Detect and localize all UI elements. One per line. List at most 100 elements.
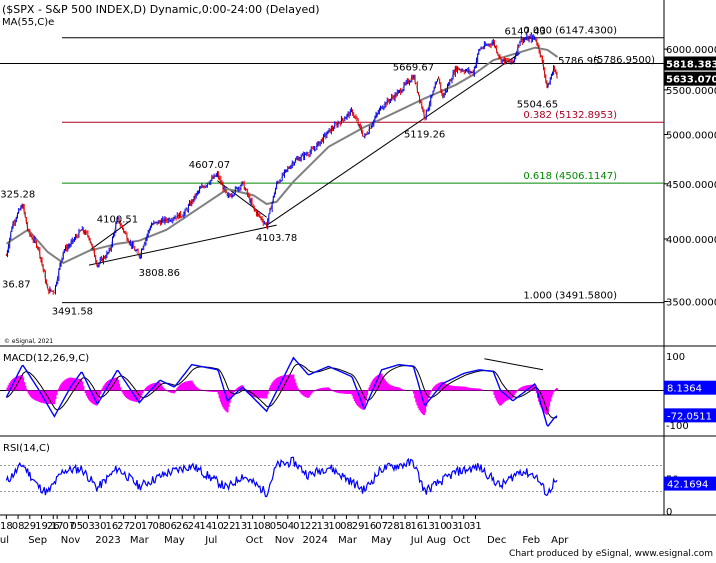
y-tick-label: 3500.0000 [666, 297, 716, 308]
x-month-label: Apr [551, 535, 569, 546]
price-annotations: 4325.28 3491.58 4100.51 3808.86 4607.07 4103.… [0, 27, 600, 318]
x-tick-label: 10 [211, 521, 224, 532]
ma-label: MA(55,C)e [2, 17, 54, 28]
rsi-value-label: 42.1694 [667, 480, 708, 491]
x-tick-label: 03 [82, 521, 95, 532]
price-annotation-label: 3808.86 [139, 268, 180, 279]
macd-line [5, 356, 558, 428]
x-tick-label: 27 [117, 521, 130, 532]
x-month-label: May [371, 535, 392, 546]
macd-divergence-line [484, 358, 544, 371]
fib-level-label: 0.618 (4506.1147) [523, 171, 617, 182]
x-tick-label: 16 [410, 521, 423, 532]
fib-levels: 0.000 (6147.4300) 0.382 (5132.8953) 0.618 … [0, 26, 664, 304]
x-tick-label: 14 [199, 521, 212, 532]
x-month-label: Oct [453, 535, 470, 546]
copyright-text: © eSignal, 2021 [4, 338, 53, 345]
price-series [5, 33, 558, 295]
x-tick-label: 07 [63, 521, 76, 532]
x-month-label: 2023 [95, 535, 120, 546]
x-tick-label: 26 [176, 521, 189, 532]
fib-level-label: 1.000 (3491.5800) [523, 291, 617, 302]
price-annotation-label: 5504.65 [517, 99, 558, 110]
x-month-label: Oct [246, 535, 263, 546]
x-tick-label: 24 [188, 521, 201, 532]
x-tick-label: 10 [457, 521, 470, 532]
trendline [266, 52, 521, 226]
price-annotation-label: 4607.07 [189, 160, 230, 171]
price-annotation-label: 36.87 [2, 280, 31, 291]
x-tick-label: 29 [23, 521, 36, 532]
value-box-label: 5633.0700 [666, 75, 716, 86]
x-month-label: Sep [28, 535, 47, 546]
macd-value-label: -72.0511 [667, 411, 712, 422]
x-tick-label: 13 [317, 521, 330, 532]
macd-series: 100 -100 8.1364 -72.0511 [0, 352, 716, 432]
y-tick-label: 6000.0000 [666, 45, 716, 56]
y-tick-label: 4000.0000 [666, 235, 716, 246]
x-tick-label: 28 [387, 521, 400, 532]
rsi-series: 50042.1694 [0, 456, 716, 518]
x-tick-label: 03 [446, 521, 459, 532]
x-tick-label: 19 [35, 521, 48, 532]
x-tick-label: 31 [469, 521, 482, 532]
y-tick-label: 5000.0000 [666, 130, 716, 141]
x-tick-label: 22 [223, 521, 236, 532]
x-tick-label: 05 [70, 521, 83, 532]
macd-tick-label: 100 [666, 352, 685, 363]
fib-level-label: 0.382 (5132.8953) [523, 110, 617, 121]
x-tick-label: 08 [12, 521, 25, 532]
x-month-label: 2024 [302, 535, 327, 546]
x-tick-label: 13 [422, 521, 435, 532]
price-annotation-label: 4100.51 [97, 214, 138, 225]
price-annotation-label: 4103.78 [256, 233, 297, 244]
x-month-label: Jul [204, 535, 217, 546]
x-tick-label: 22 [305, 521, 318, 532]
x-tick-label: 30 [94, 521, 107, 532]
fib-level-label: 0.000 (6147.4300) [523, 26, 617, 37]
x-tick-label: 06 [164, 521, 177, 532]
x-tick-label: 01 [293, 521, 306, 532]
x-tick-label: 29 [352, 521, 365, 532]
macd-tick-label: -100 [666, 421, 689, 432]
x-month-label: Nov [61, 535, 81, 546]
x-tick-label: 16 [364, 521, 377, 532]
x-tick-label: 08 [340, 521, 353, 532]
x-month-label: Jul [0, 535, 9, 546]
footer-credit: Chart produced by eSignal, www.esignal.c… [509, 549, 713, 559]
x-tick-label: 20 [129, 521, 142, 532]
rsi-line [5, 456, 558, 498]
value-box-bg [664, 56, 716, 71]
rsi-title: RSI(14,C) [3, 443, 50, 454]
price-annotation-label: 5119.26 [404, 129, 445, 140]
ma-series [5, 46, 559, 265]
x-tick-label: 16 [106, 521, 119, 532]
x-tick-label: 05 [270, 521, 283, 532]
price-annotation-label: 3491.58 [52, 307, 93, 318]
x-tick-label: 11 [246, 521, 259, 532]
x-tick-label: 17 [51, 521, 64, 532]
x-tick-label: 26 [47, 521, 60, 532]
y-tick-label: 5500.0000 [666, 86, 716, 97]
x-tick-label: 08 [258, 521, 271, 532]
macd-value-box [664, 408, 716, 423]
x-month-label: Mar [338, 535, 358, 546]
value-boxes: (5786.9500) 5818.3831 5633.0700 [593, 55, 716, 86]
x-month-label: Aug [427, 535, 447, 546]
macd-value-label: 8.1364 [667, 384, 702, 395]
y-tick-label: 4500.0000 [666, 180, 716, 191]
x-month-label: Feb [522, 535, 540, 546]
x-tick-label: 07 [375, 521, 388, 532]
macd-signal-line [6, 363, 558, 419]
x-month-label: Jul [410, 535, 423, 546]
x-tick-label: 04 [281, 521, 294, 532]
rsi-tick-label: 0 [666, 507, 672, 518]
rsi-value-box [664, 476, 716, 491]
macd-title: MACD(12,26,9,C) [3, 353, 89, 364]
value-box-label: (5786.9500) [593, 55, 655, 66]
x-tick-label: 18 [0, 521, 13, 532]
macd-value-box [664, 380, 716, 395]
x-month-label: May [164, 535, 185, 546]
